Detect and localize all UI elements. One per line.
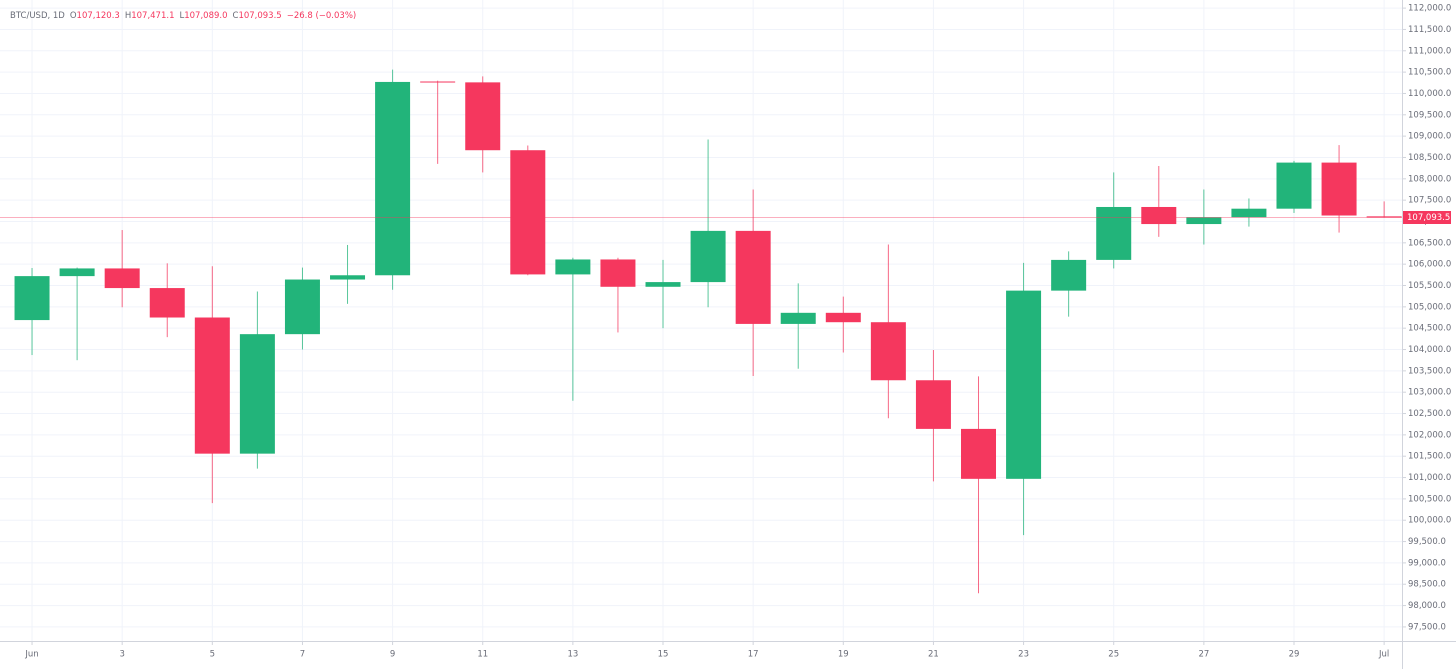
ohlc-value: 107,471.1 [131,11,174,21]
candle-body [780,312,816,324]
y-tick-label: 100,000.0 [1408,516,1451,526]
y-tick-label: 111,000.0 [1408,46,1451,56]
x-tick-label: 21 [928,650,939,660]
candle-body [1051,259,1087,291]
candle-body [1006,290,1042,479]
x-tick-label: 5 [210,650,215,660]
y-tick-label: 101,000.0 [1408,473,1451,483]
x-tick-label: 27 [1198,650,1209,660]
candle-body [1321,162,1357,216]
ohlc-key: C [233,11,239,21]
candle-body [735,230,771,324]
candle-body [59,268,95,277]
x-tick-label: 7 [300,650,305,660]
y-tick-label: 105,500.0 [1408,281,1451,291]
candle-body [375,81,411,276]
candle-body [1186,217,1222,225]
x-tick-label: 11 [477,650,488,660]
candle-body [1366,216,1402,218]
ohlc-key: H [125,11,131,21]
candle-body [14,276,50,321]
x-tick-label: 19 [838,650,849,660]
y-tick-label: 105,000.0 [1408,302,1451,312]
candle-body [104,268,140,289]
y-tick-label: 104,500.0 [1408,324,1451,334]
x-tick-label: 3 [119,650,124,660]
candle-body [239,334,275,454]
candle-body [915,380,951,429]
y-tick-label: 108,000.0 [1408,174,1451,184]
candle-body [1276,162,1312,209]
y-tick-label: 101,500.0 [1408,452,1451,462]
last-price-box [1403,211,1451,225]
y-tick-label: 97,500.0 [1408,622,1446,632]
candle-body [284,279,320,335]
y-tick-label: 103,500.0 [1408,366,1451,376]
x-tick-label: Jul [1378,650,1389,660]
y-tick-label: 106,000.0 [1408,260,1451,270]
y-tick-label: 102,000.0 [1408,430,1451,440]
y-tick-label: 100,500.0 [1408,494,1451,504]
y-tick-label: 102,500.0 [1408,409,1451,419]
candle-body [1231,208,1267,218]
candle-body [330,275,366,280]
candle-body [149,288,185,318]
last-price-label: 107,093.5 [1407,213,1450,223]
x-tick-label: 9 [390,650,395,660]
candle-body [465,82,501,151]
ohlc-key: O [70,11,77,21]
candle-body [690,230,726,283]
y-tick-label: 108,500.0 [1408,153,1451,163]
candle-body [510,150,546,275]
change: −26.8 (−0.03%) [287,11,357,21]
x-tick-label: 23 [1018,650,1029,660]
x-tick-label: 25 [1108,650,1119,660]
y-tick-label: 110,000.0 [1408,89,1451,99]
candles [0,69,1402,594]
ohlc-key: L [179,11,184,21]
candle-body [555,259,591,275]
candle-body [194,317,230,454]
x-tick-label: 17 [748,650,759,660]
symbol: BTC/USD, 1D [10,11,65,21]
candle-body [870,322,906,381]
y-tick-label: 104,000.0 [1408,345,1451,355]
x-tick-label: 13 [567,650,578,660]
y-tick-label: 99,500.0 [1408,537,1446,547]
y-tick-label: 98,500.0 [1408,580,1446,590]
candle-body [961,428,997,479]
candle-body [825,312,861,323]
x-tick-label: 29 [1289,650,1300,660]
y-tick-label: 110,500.0 [1408,68,1451,78]
y-tick-label: 112,000.0 [1408,4,1451,14]
candle-body [645,282,681,287]
y-tick-label: 99,000.0 [1408,558,1446,568]
x-tick-label: 15 [658,650,669,660]
y-tick-label: 106,500.0 [1408,238,1451,248]
ohlc-value: 107,089.0 [184,11,227,21]
x-tick-label: Jun [24,650,38,660]
y-tick-label: 107,500.0 [1408,196,1451,206]
candle-body [1096,206,1132,260]
ohlc-value: 107,120.3 [77,11,120,21]
y-tick-label: 111,500.0 [1408,25,1451,35]
y-tick-label: 98,000.0 [1408,601,1446,611]
legend-header: BTC/USD, 1D O107,120.3 H107,471.1 L107,089.… [10,11,356,21]
candle-body [600,259,636,287]
y-tick-label: 103,000.0 [1408,388,1451,398]
y-tick-label: 109,500.0 [1408,110,1451,120]
ohlc-value: 107,093.5 [238,11,281,21]
y-tick-label: 109,000.0 [1408,132,1451,142]
candle-body [420,81,456,83]
candle-body [1141,206,1177,225]
